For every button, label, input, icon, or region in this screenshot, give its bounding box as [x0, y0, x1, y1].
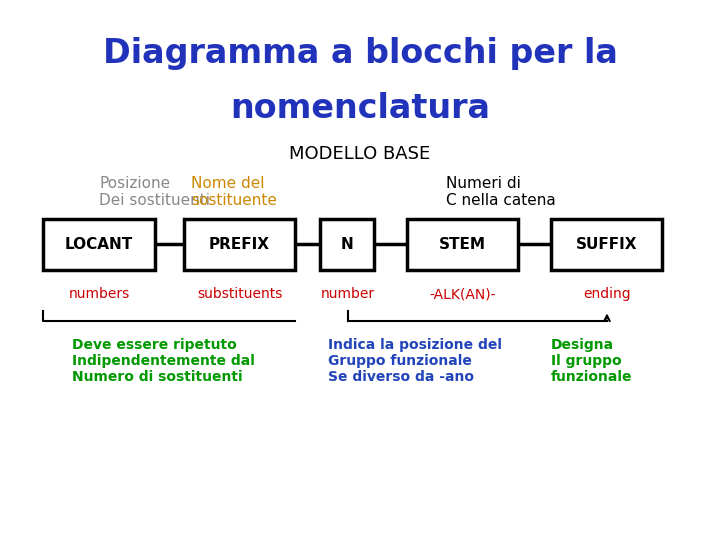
Bar	[407, 219, 518, 270]
Text: number: number	[320, 287, 375, 301]
Text: Numeri di
C nella catena: Numeri di C nella catena	[446, 176, 556, 208]
Bar	[551, 219, 662, 270]
Text: Nome del
sostituente: Nome del sostituente	[191, 176, 276, 208]
Text: PREFIX: PREFIX	[209, 237, 270, 252]
Text: SUFFIX: SUFFIX	[576, 237, 637, 252]
Text: -ALK(AN)-: -ALK(AN)-	[430, 287, 496, 301]
Text: Deve essere ripetuto
Indipendentemente dal
Numero di sostituenti: Deve essere ripetuto Indipendentemente d…	[72, 338, 255, 384]
Bar	[43, 219, 155, 270]
Text: numbers: numbers	[68, 287, 130, 301]
Text: substituents: substituents	[197, 287, 282, 301]
Text: MODELLO BASE: MODELLO BASE	[289, 145, 431, 163]
Text: Indica la posizione del
Gruppo funzionale
Se diverso da -ano: Indica la posizione del Gruppo funzional…	[328, 338, 502, 384]
Text: nomenclatura: nomenclatura	[230, 91, 490, 125]
Text: N: N	[341, 237, 354, 252]
Text: Diagramma a blocchi per la: Diagramma a blocchi per la	[102, 37, 618, 71]
Bar	[320, 219, 374, 270]
Text: Designa
Il gruppo
funzionale: Designa Il gruppo funzionale	[551, 338, 632, 384]
Text: ending: ending	[583, 287, 631, 301]
Text: STEM: STEM	[439, 237, 486, 252]
Text: Posizione
Dei sostituenti: Posizione Dei sostituenti	[99, 176, 210, 208]
Text: LOCANT: LOCANT	[65, 237, 133, 252]
Bar	[184, 219, 295, 270]
